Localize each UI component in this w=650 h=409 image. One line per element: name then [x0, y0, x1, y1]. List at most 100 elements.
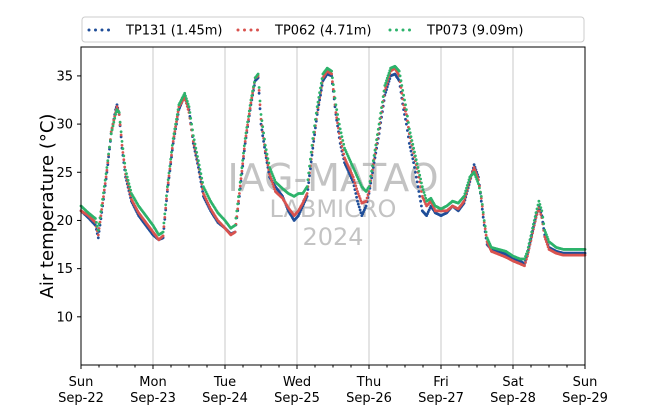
data-point — [481, 215, 485, 219]
y-tick-label: 35 — [56, 69, 73, 84]
data-point — [249, 98, 253, 102]
data-point — [120, 140, 124, 143]
data-point — [419, 199, 422, 203]
data-point — [268, 172, 271, 176]
data-point — [102, 188, 106, 192]
data-point — [410, 139, 414, 142]
data-point — [544, 237, 547, 241]
data-point — [174, 125, 178, 128]
data-point — [546, 245, 550, 249]
data-point — [242, 144, 246, 148]
data-point — [174, 122, 178, 126]
legend-marker — [256, 28, 259, 32]
data-point — [367, 190, 371, 193]
data-point — [545, 235, 549, 239]
data-point — [236, 207, 240, 211]
x-tick-day-label: Wed — [283, 375, 311, 390]
data-point — [103, 178, 107, 182]
data-point — [524, 261, 527, 264]
data-point — [473, 168, 477, 172]
data-point — [307, 181, 311, 185]
data-point — [523, 264, 526, 268]
data-point — [270, 172, 274, 176]
data-point — [379, 111, 383, 115]
data-point — [330, 72, 333, 76]
data-point — [271, 182, 275, 186]
data-point — [474, 175, 478, 179]
data-point — [247, 109, 251, 113]
legend-label: TP131 (1.45m) — [125, 24, 222, 39]
data-point — [197, 163, 201, 167]
data-point — [162, 221, 166, 225]
data-point — [167, 174, 171, 178]
data-point — [121, 151, 125, 154]
data-point — [317, 96, 321, 99]
data-point — [364, 199, 368, 203]
data-point — [170, 153, 173, 157]
data-point — [312, 140, 316, 143]
data-point — [330, 69, 333, 73]
data-point — [338, 137, 342, 140]
data-point — [407, 121, 410, 124]
x-axis: SunSep-22MonSep-23TueSep-24WedSep-25ThuS… — [58, 365, 608, 406]
data-point — [244, 134, 248, 138]
data-point — [186, 108, 190, 111]
data-point — [109, 139, 112, 142]
data-point — [164, 206, 168, 210]
legend-marker — [236, 28, 240, 32]
data-point — [168, 167, 172, 171]
data-point — [167, 171, 171, 175]
data-point — [270, 180, 274, 184]
data-point — [340, 144, 344, 148]
data-point — [309, 167, 312, 171]
data-point — [373, 148, 377, 152]
data-point — [358, 208, 362, 212]
data-point — [481, 213, 485, 216]
data-point — [239, 173, 243, 177]
data-point — [538, 203, 542, 206]
watermark-text: 2024 — [302, 223, 363, 251]
data-point — [249, 101, 253, 105]
data-point — [357, 205, 361, 209]
data-point — [527, 242, 531, 246]
data-point — [171, 137, 175, 140]
data-point — [483, 227, 487, 231]
data-point — [112, 120, 116, 124]
data-point — [542, 222, 546, 226]
data-point — [528, 238, 532, 242]
data-point — [242, 149, 246, 153]
data-point — [162, 225, 166, 229]
x-tick-date-label: Sep-29 — [562, 391, 608, 406]
data-point — [331, 76, 334, 80]
data-point — [95, 224, 99, 228]
data-point — [273, 178, 276, 182]
data-point — [526, 246, 530, 249]
data-point — [318, 98, 321, 102]
data-point — [248, 104, 252, 107]
data-point — [110, 128, 114, 132]
data-point — [377, 122, 381, 126]
data-point — [532, 219, 536, 222]
data-point — [400, 91, 404, 95]
data-point — [163, 216, 167, 219]
data-point — [537, 199, 541, 203]
data-point — [305, 192, 309, 195]
data-point — [387, 71, 391, 75]
data-point — [252, 85, 255, 89]
data-point — [341, 139, 345, 142]
data-point — [357, 194, 361, 198]
data-point — [356, 202, 360, 206]
data-point — [273, 187, 276, 191]
data-point — [383, 84, 387, 87]
data-point — [188, 111, 192, 114]
data-point — [484, 233, 488, 237]
data-point — [533, 215, 537, 219]
data-point — [269, 168, 272, 171]
data-point — [384, 81, 388, 85]
data-point — [104, 172, 108, 176]
y-tick-label: 30 — [56, 118, 73, 133]
data-point — [102, 191, 105, 195]
data-point — [320, 84, 324, 87]
data-point — [191, 134, 195, 138]
